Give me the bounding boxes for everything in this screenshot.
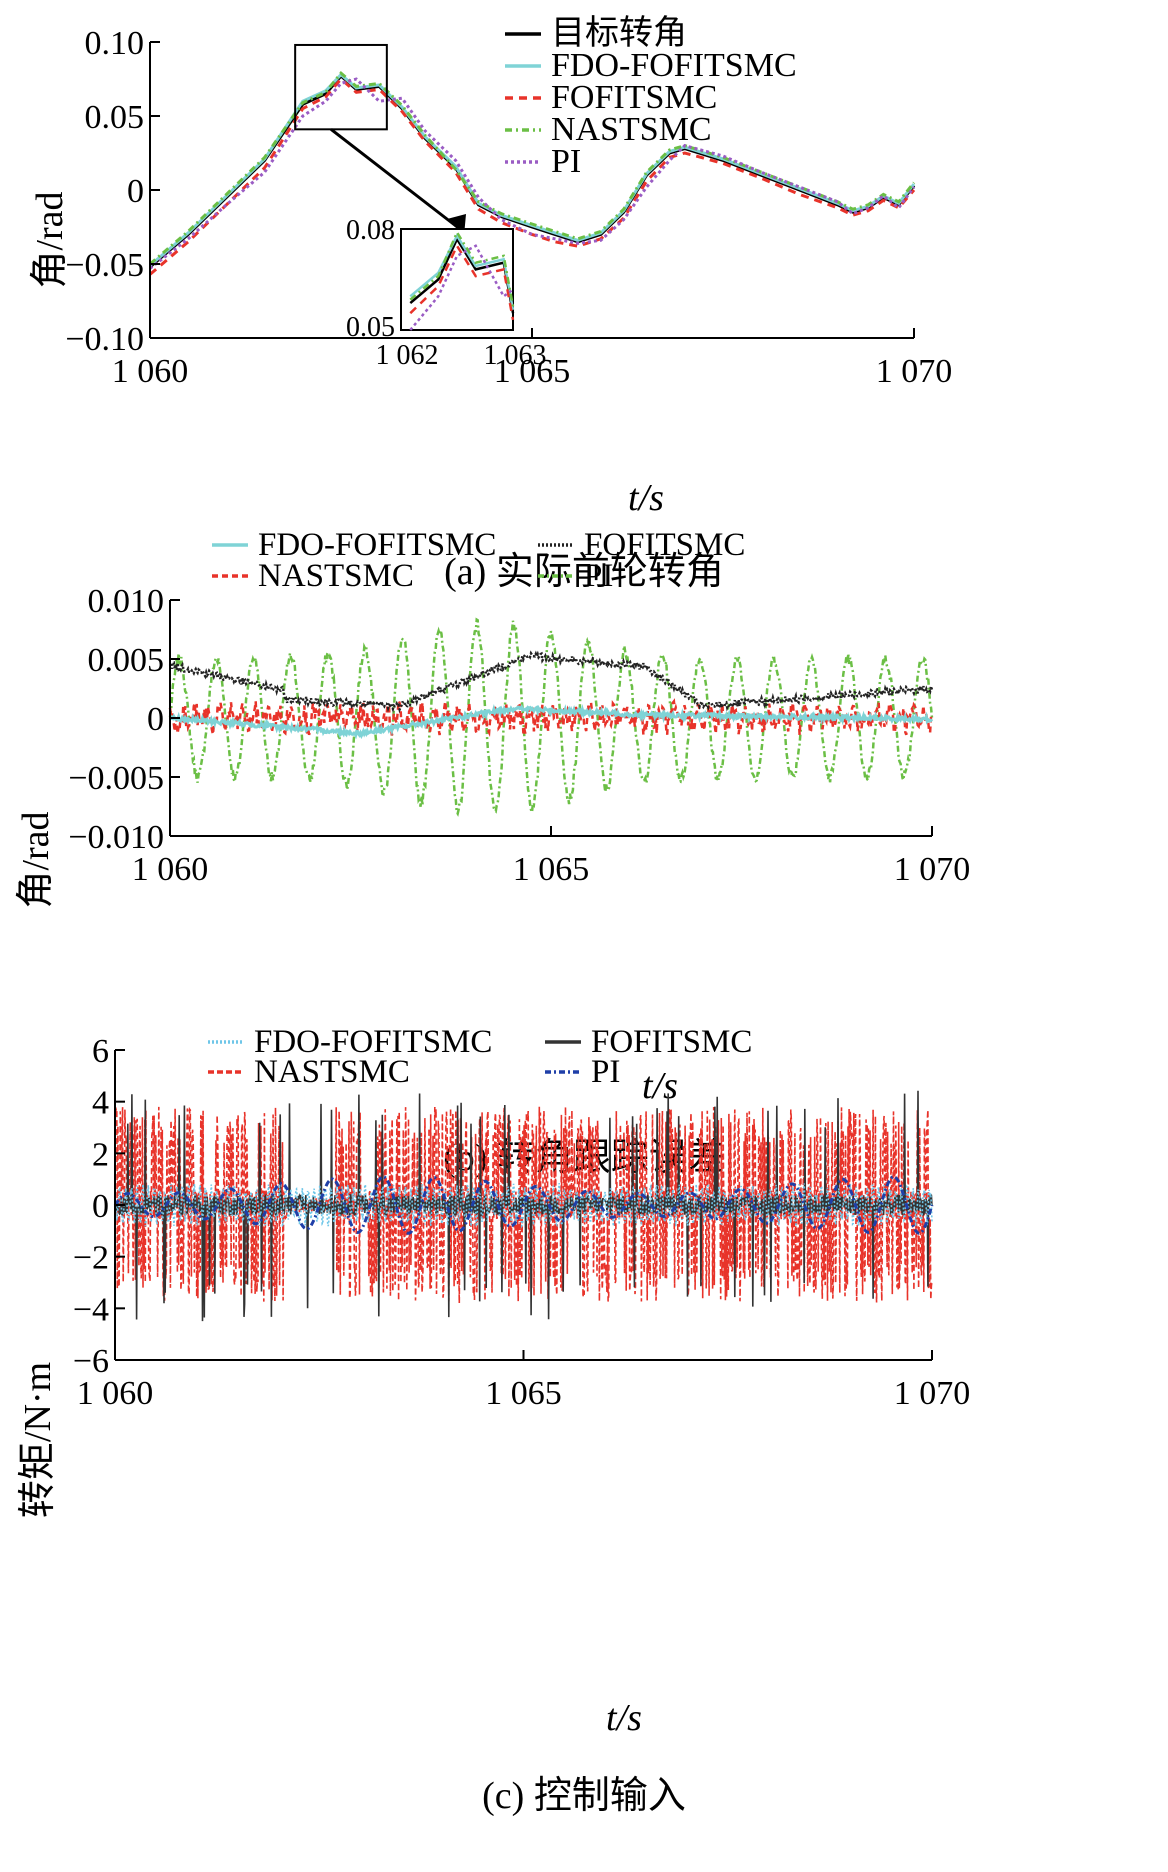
legend-label: NASTSMC — [551, 111, 712, 148]
inset-y-tick-label: 0.05 — [346, 312, 395, 343]
y-tick-label: 0.10 — [85, 25, 145, 62]
panel-b-y-axis-label: 角/rad — [15, 811, 57, 908]
series-line — [168, 617, 934, 817]
series-line — [149, 70, 916, 266]
panel-a-axes: −0.10 −0.05 0 0.05 0.10 1 060 1 065 1 070 — [65, 25, 952, 390]
legend-item: FDO-FOFITSMC — [505, 47, 797, 84]
panel-a-caption: (a) 实际前轮转角 — [444, 551, 724, 593]
legend-item: FDO-FOFITSMC — [208, 1024, 492, 1060]
inset-frame — [400, 228, 514, 331]
zoom-arrow — [330, 128, 457, 228]
legend-item: FDO-FOFITSMC — [212, 527, 496, 563]
legend-label: FDO-FOFITSMC — [551, 47, 797, 84]
x-tick-label: 1 065 — [513, 851, 590, 888]
x-tick-label: 1 060 — [112, 353, 189, 390]
legend-label: FDO-FOFITSMC — [254, 1024, 492, 1060]
series-line — [149, 76, 916, 276]
legend-item: FOFITSMC — [545, 1024, 752, 1060]
legend-label: FOFITSMC — [551, 79, 717, 116]
panel-c-x-axis-label: t/s — [606, 1697, 642, 1739]
legend-label: FOFITSMC — [584, 527, 745, 563]
panel-c-plot-area — [113, 1090, 934, 1322]
y-tick-label: −6 — [73, 1343, 109, 1380]
inset-series-line — [409, 243, 515, 321]
y-tick-label: 0.010 — [88, 583, 165, 620]
legend-label: PI — [584, 558, 613, 594]
panel-a-inset: 0.08 0.051 062 1 063 — [294, 43, 547, 371]
panel-c-legend: FDO-FOFITSMC FOFITSMC NASTSMC PI — [208, 1024, 752, 1090]
legend-label: PI — [591, 1054, 620, 1090]
legend-label: NASTSMC — [258, 558, 414, 594]
inset-x-tick-label: 1 062 — [376, 340, 439, 371]
x-tick-label: 1 060 — [132, 851, 209, 888]
series-line — [113, 1175, 934, 1235]
y-tick-label: 0 — [92, 1188, 109, 1225]
legend-item: PI — [538, 558, 613, 594]
legend-item: PI — [505, 143, 581, 180]
x-tick-label: 1 065 — [494, 353, 571, 390]
legend-label: FOFITSMC — [591, 1024, 752, 1060]
y-tick-label: 2 — [92, 1136, 109, 1173]
legend-label: PI — [551, 143, 581, 180]
inset-x-tick-label: 1 063 — [484, 340, 547, 371]
series-line — [149, 77, 916, 270]
panel-a-y-axis-label: 角/rad — [29, 191, 71, 288]
panel-c: −6 −4 −2 0 2 4 6 1 060 1 065 1 070 FDO-FOFITSMC FO… — [17, 1024, 970, 1817]
zoom-box — [294, 43, 388, 131]
legend-item: 目标转角 — [505, 14, 687, 52]
legend-item: FOFITSMC — [538, 527, 745, 563]
y-tick-label: 6 — [92, 1033, 109, 1070]
panel-b: −0.010 −0.005 0 0.005 0.010 1 060 1 065 1 070 F… — [15, 527, 970, 1179]
legend-item: NASTSMC — [208, 1054, 410, 1090]
inset-series-line — [409, 244, 514, 331]
panel-a-x-axis-label: t/s — [628, 477, 664, 519]
legend-label: 目标转角 — [551, 14, 687, 52]
y-tick-label: 0.005 — [88, 642, 165, 679]
panel-c-caption: (c) 控制输入 — [482, 1775, 686, 1817]
series-line — [168, 698, 934, 738]
panel-b-legend: FDO-FOFITSMC FOFITSMC NASTSMC PI — [212, 527, 745, 594]
x-tick-label: 1 065 — [485, 1375, 562, 1412]
inset-series-line — [409, 229, 515, 307]
panel-b-plot-area — [168, 617, 934, 817]
series-line — [168, 650, 934, 714]
legend-label: FDO-FOFITSMC — [258, 527, 496, 563]
x-tick-label: 1 060 — [77, 1375, 154, 1412]
y-tick-label: 0.05 — [85, 99, 145, 136]
legend-item: PI — [545, 1054, 620, 1090]
series-line — [169, 703, 934, 740]
panel-b-x-axis-label: t/s — [642, 1065, 678, 1107]
y-tick-label: 4 — [92, 1085, 109, 1122]
legend-item: NASTSMC — [505, 111, 712, 148]
y-tick-label: 0 — [147, 701, 164, 738]
y-tick-label: −4 — [73, 1291, 109, 1328]
x-tick-label: 1 070 — [894, 851, 971, 888]
series-line — [114, 1182, 933, 1229]
y-tick-label: −0.005 — [68, 760, 164, 797]
x-tick-label: 1 070 — [876, 353, 953, 390]
panel-a-plot-area — [149, 70, 916, 276]
panel-c-axes: −6 −4 −2 0 2 4 6 1 060 1 065 1 070 — [73, 1033, 970, 1412]
panel-b-axes: −0.010 −0.005 0 0.005 0.010 1 060 1 065 1 070 — [68, 583, 970, 888]
y-tick-label: −0.10 — [65, 321, 144, 358]
inset-y-tick-label: 0.08 — [346, 215, 395, 246]
y-tick-label: 0 — [127, 173, 144, 210]
legend-label: NASTSMC — [254, 1054, 410, 1090]
y-tick-label: −2 — [73, 1240, 109, 1277]
panel-c-y-axis-label: 转矩/N·m — [17, 1362, 59, 1518]
y-tick-label: −0.05 — [65, 247, 144, 284]
y-tick-label: −0.010 — [68, 819, 164, 856]
legend-item: NASTSMC — [212, 558, 414, 594]
x-tick-label: 1 070 — [894, 1375, 971, 1412]
legend-item: FOFITSMC — [505, 79, 717, 116]
